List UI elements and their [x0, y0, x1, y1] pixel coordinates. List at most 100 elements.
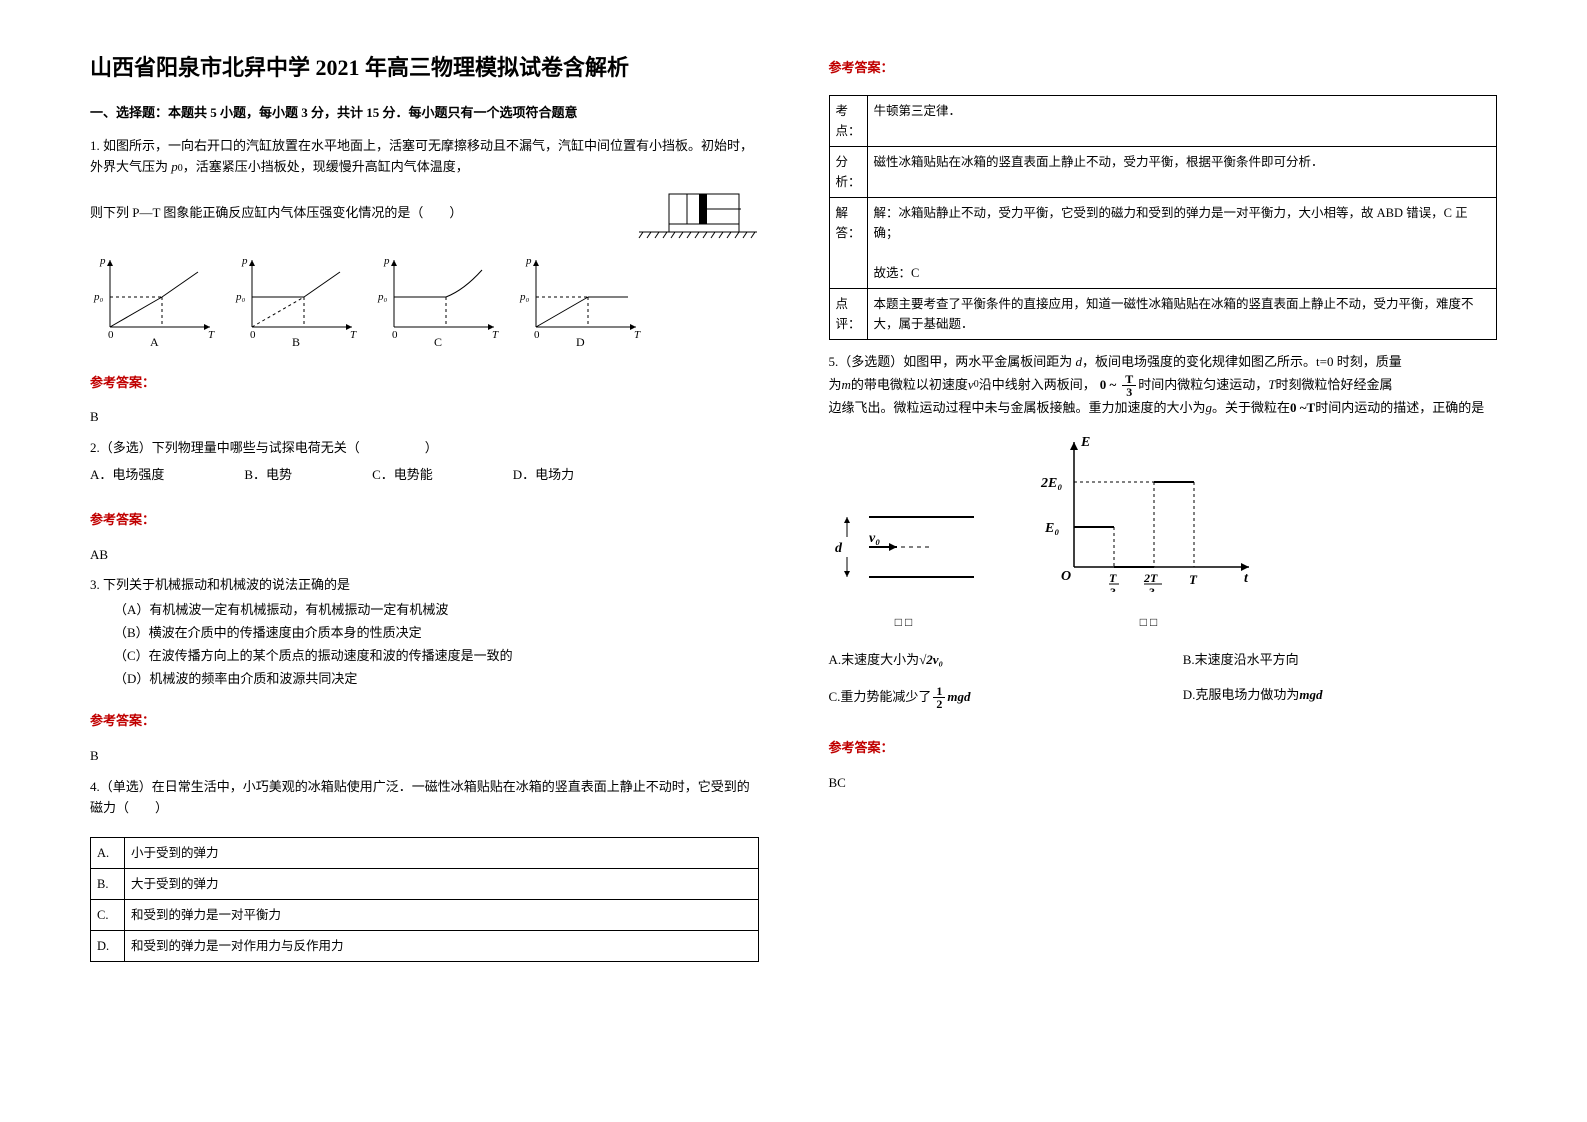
svg-text:E: E — [1080, 435, 1090, 450]
section-heading: 一、选择题：本题共 5 小题，每小题 3 分，共计 15 分．每小题只有一个选项… — [90, 103, 759, 124]
q1-stem-c: 则下列 P—T 图象能正确反应缸内气体压强变化情况的是（ ） — [90, 203, 462, 224]
svg-text:0: 0 — [534, 329, 540, 341]
q2-answer: AB — [90, 545, 759, 566]
answer-label-3: 参考答案： — [90, 711, 759, 732]
svg-text:p: p — [99, 255, 106, 267]
cell-key: 分析： — [829, 146, 867, 197]
svg-text:2E₀: 2E₀ — [1040, 476, 1062, 491]
svg-text:p₀: p₀ — [377, 291, 388, 303]
q5-line1: 5.（多选题）如图甲，两水平金属板间距为 d，板间电场强度的变化规律如图乙所示。… — [829, 352, 1498, 373]
cell-val: 磁性冰箱贴贴在冰箱的竖直表面上静止不动，受力平衡，根据平衡条件即可分析． — [867, 146, 1497, 197]
q2-opt-b: B．电势 — [244, 465, 292, 486]
q5-stem-h: 边缘飞出。微粒运动过程中未与金属板接触。重力加速度的大小为 — [829, 398, 1206, 419]
q5-fig-right-wrap: E t O E₀ 2E₀ T 3 — [1039, 432, 1259, 632]
svg-text:p₀: p₀ — [519, 291, 530, 303]
q3-opt-a: （A）有机械波一定有机械振动，有机械振动一定有机械波 — [114, 600, 759, 621]
q5-opt-d-pre: D.克服电场力做功为 — [1183, 687, 1300, 702]
q4-stem: 4.（单选）在日常生活中，小巧美观的冰箱贴使用广泛．一磁性冰箱贴贴在冰箱的竖直表… — [90, 777, 759, 819]
left-column: 山西省阳泉市北舁中学 2021 年高三物理模拟试卷含解析 一、选择题：本题共 5… — [90, 50, 759, 1072]
svg-text:O: O — [1061, 569, 1071, 584]
table-row: 解答： 解：冰箱贴静止不动，受力平衡，它受到的磁力和受到的弹力是一对平衡力，大小… — [829, 197, 1497, 288]
q5-m: m — [842, 375, 851, 396]
svg-text:3: 3 — [1110, 585, 1116, 592]
q5-stem-j: 时间内运动的描述，正确的是 — [1315, 398, 1484, 419]
opt-val: 和受到的弹力是一对平衡力 — [125, 899, 759, 930]
q1-stem-b: ，活塞紧压小挡板处，现缓慢升高缸内气体温度， — [183, 159, 469, 174]
cell-val: 解：冰箱贴静止不动，受力平衡，它受到的磁力和受到的弹力是一对平衡力，大小相等，故… — [867, 197, 1497, 288]
q5-stem-d: 的带电微粒以初速度 — [851, 375, 968, 396]
svg-text:D: D — [576, 335, 585, 347]
q2-opt-a: A．电场强度 — [90, 465, 164, 486]
q5-zero-T: 0 ~T — [1290, 398, 1315, 419]
q5-opt-c-frac: 1 2 — [933, 685, 945, 710]
answer-label-1: 参考答案： — [90, 373, 759, 394]
q2-opt-c: C．电势能 — [372, 465, 433, 486]
q5-plates-figure: d v₀ — [829, 492, 979, 602]
svg-text:0: 0 — [250, 329, 256, 341]
cell-val: 牛顿第三定律． — [867, 95, 1497, 146]
svg-text:E₀: E₀ — [1044, 521, 1059, 536]
opt-val: 小于受到的弹力 — [125, 837, 759, 868]
q1-answer: B — [90, 407, 759, 428]
svg-text:p: p — [525, 255, 532, 267]
q2-opt-d: D．电场力 — [513, 465, 574, 486]
svg-text:2T: 2T — [1143, 571, 1158, 585]
q3-opt-c: （C）在波传播方向上的某个质点的振动速度和波的传播速度是一致的 — [114, 646, 759, 667]
q5-cap-left: □ □ — [829, 613, 979, 632]
svg-text:p₀: p₀ — [235, 291, 246, 303]
q5-opt-c-pre: C.重力势能减少了 — [829, 687, 932, 708]
q3-stem: 3. 下列关于机械振动和机械波的说法正确的是 — [90, 575, 759, 596]
q3-options: （A）有机械波一定有机械振动，有机械振动一定有机械波 （B）横波在介质中的传播速… — [114, 600, 759, 689]
q5-opt-a-pre: A.末速度大小为 — [829, 652, 920, 667]
q5-options: A.末速度大小为√2v₀ B.末速度沿水平方向 C.重力势能减少了 1 2 mg… — [829, 650, 1498, 710]
q5-line3: 边缘飞出。微粒运动过程中未与金属板接触。重力加速度的大小为 g。关于微粒在 0 … — [829, 398, 1498, 419]
opt-key: D. — [91, 930, 125, 961]
q5-range-frac: T 3 — [1122, 373, 1136, 398]
q5-t0: t=0 时刻，质量 — [1316, 354, 1402, 369]
frac-num: T — [1122, 373, 1136, 386]
table-row: C.和受到的弹力是一对平衡力 — [91, 899, 759, 930]
cell-val: 本题主要考查了平衡条件的直接应用，知道一磁性冰箱贴贴在冰箱的竖直表面上静止不动，… — [867, 288, 1497, 339]
pt-graph-b: p T 0 p₀ B — [232, 252, 362, 347]
q5-fig-left-wrap: d v₀ □ □ — [829, 492, 979, 632]
question-1: 1. 如图所示，一向右开口的汽缸放置在水平地面上，活塞可无摩擦移动且不漏气，汽缸… — [90, 136, 759, 355]
right-column: 参考答案： 考点： 牛顿第三定律． 分析： 磁性冰箱贴贴在冰箱的竖直表面上静止不… — [829, 50, 1498, 1072]
answer-label-5: 参考答案： — [829, 738, 1498, 759]
question-5: 5.（多选题）如图甲，两水平金属板间距为 d，板间电场强度的变化规律如图乙所示。… — [829, 352, 1498, 720]
svg-text:p: p — [383, 255, 390, 267]
answer-label-4: 参考答案： — [829, 58, 1498, 79]
q5-stem-b: ，板间电场强度的变化规律如图乙所示。 — [1082, 354, 1316, 369]
svg-text:A: A — [150, 335, 159, 347]
opt-val: 和受到的弹力是一对作用力与反作用力 — [125, 930, 759, 961]
table-row: 点评： 本题主要考查了平衡条件的直接应用，知道一磁性冰箱贴贴在冰箱的竖直表面上静… — [829, 288, 1497, 339]
q2-stem: 2.（多选）下列物理量中哪些与试探电荷无关（ ） — [90, 438, 759, 459]
q1-pt-graphs: p T 0 p₀ A p T 0 p₀ — [90, 252, 759, 347]
svg-text:3: 3 — [1149, 585, 1155, 592]
q2-options: A．电场强度 B．电势 C．电势能 D．电场力 — [90, 465, 759, 486]
cylinder-figure — [629, 184, 759, 244]
pt-graph-c: p T 0 p₀ C — [374, 252, 504, 347]
svg-text:d: d — [835, 541, 843, 556]
svg-text:T: T — [350, 329, 357, 341]
table-row: A.小于受到的弹力 — [91, 837, 759, 868]
q5-opt-c-tail: mgd — [947, 687, 970, 708]
question-3: 3. 下列关于机械振动和机械波的说法正确的是 （A）有机械波一定有机械振动，有机… — [90, 575, 759, 693]
q1-stem-line1: 1. 如图所示，一向右开口的汽缸放置在水平地面上，活塞可无摩擦移动且不漏气，汽缸… — [90, 136, 759, 178]
svg-text:T: T — [634, 329, 641, 341]
svg-text:p₀: p₀ — [93, 291, 104, 303]
q4-options-table: A.小于受到的弹力 B.大于受到的弹力 C.和受到的弹力是一对平衡力 D.和受到… — [90, 837, 759, 962]
svg-text:t: t — [1244, 571, 1249, 586]
frac-den: 2 — [933, 698, 945, 710]
pt-graph-d: p T 0 p₀ D — [516, 252, 646, 347]
q5-et-graph: E t O E₀ 2E₀ T 3 — [1039, 432, 1259, 592]
table-row: 分析： 磁性冰箱贴贴在冰箱的竖直表面上静止不动，受力平衡，根据平衡条件即可分析． — [829, 146, 1497, 197]
q5-cap-right: □ □ — [1039, 613, 1259, 632]
q5-opt-c: C.重力势能减少了 1 2 mgd — [829, 685, 1143, 710]
q3-answer: B — [90, 746, 759, 767]
q5-line2: 为 m 的带电微粒以初速度 v0 沿中线射入两板间， 0 ~ T 3 时间内微粒… — [829, 373, 1498, 398]
svg-text:v₀: v₀ — [869, 531, 880, 546]
q5-opt-d-tail: mgd — [1299, 687, 1322, 702]
table-row: 考点： 牛顿第三定律． — [829, 95, 1497, 146]
q4-analysis-table: 考点： 牛顿第三定律． 分析： 磁性冰箱贴贴在冰箱的竖直表面上静止不动，受力平衡… — [829, 95, 1498, 340]
cell-key: 考点： — [829, 95, 867, 146]
